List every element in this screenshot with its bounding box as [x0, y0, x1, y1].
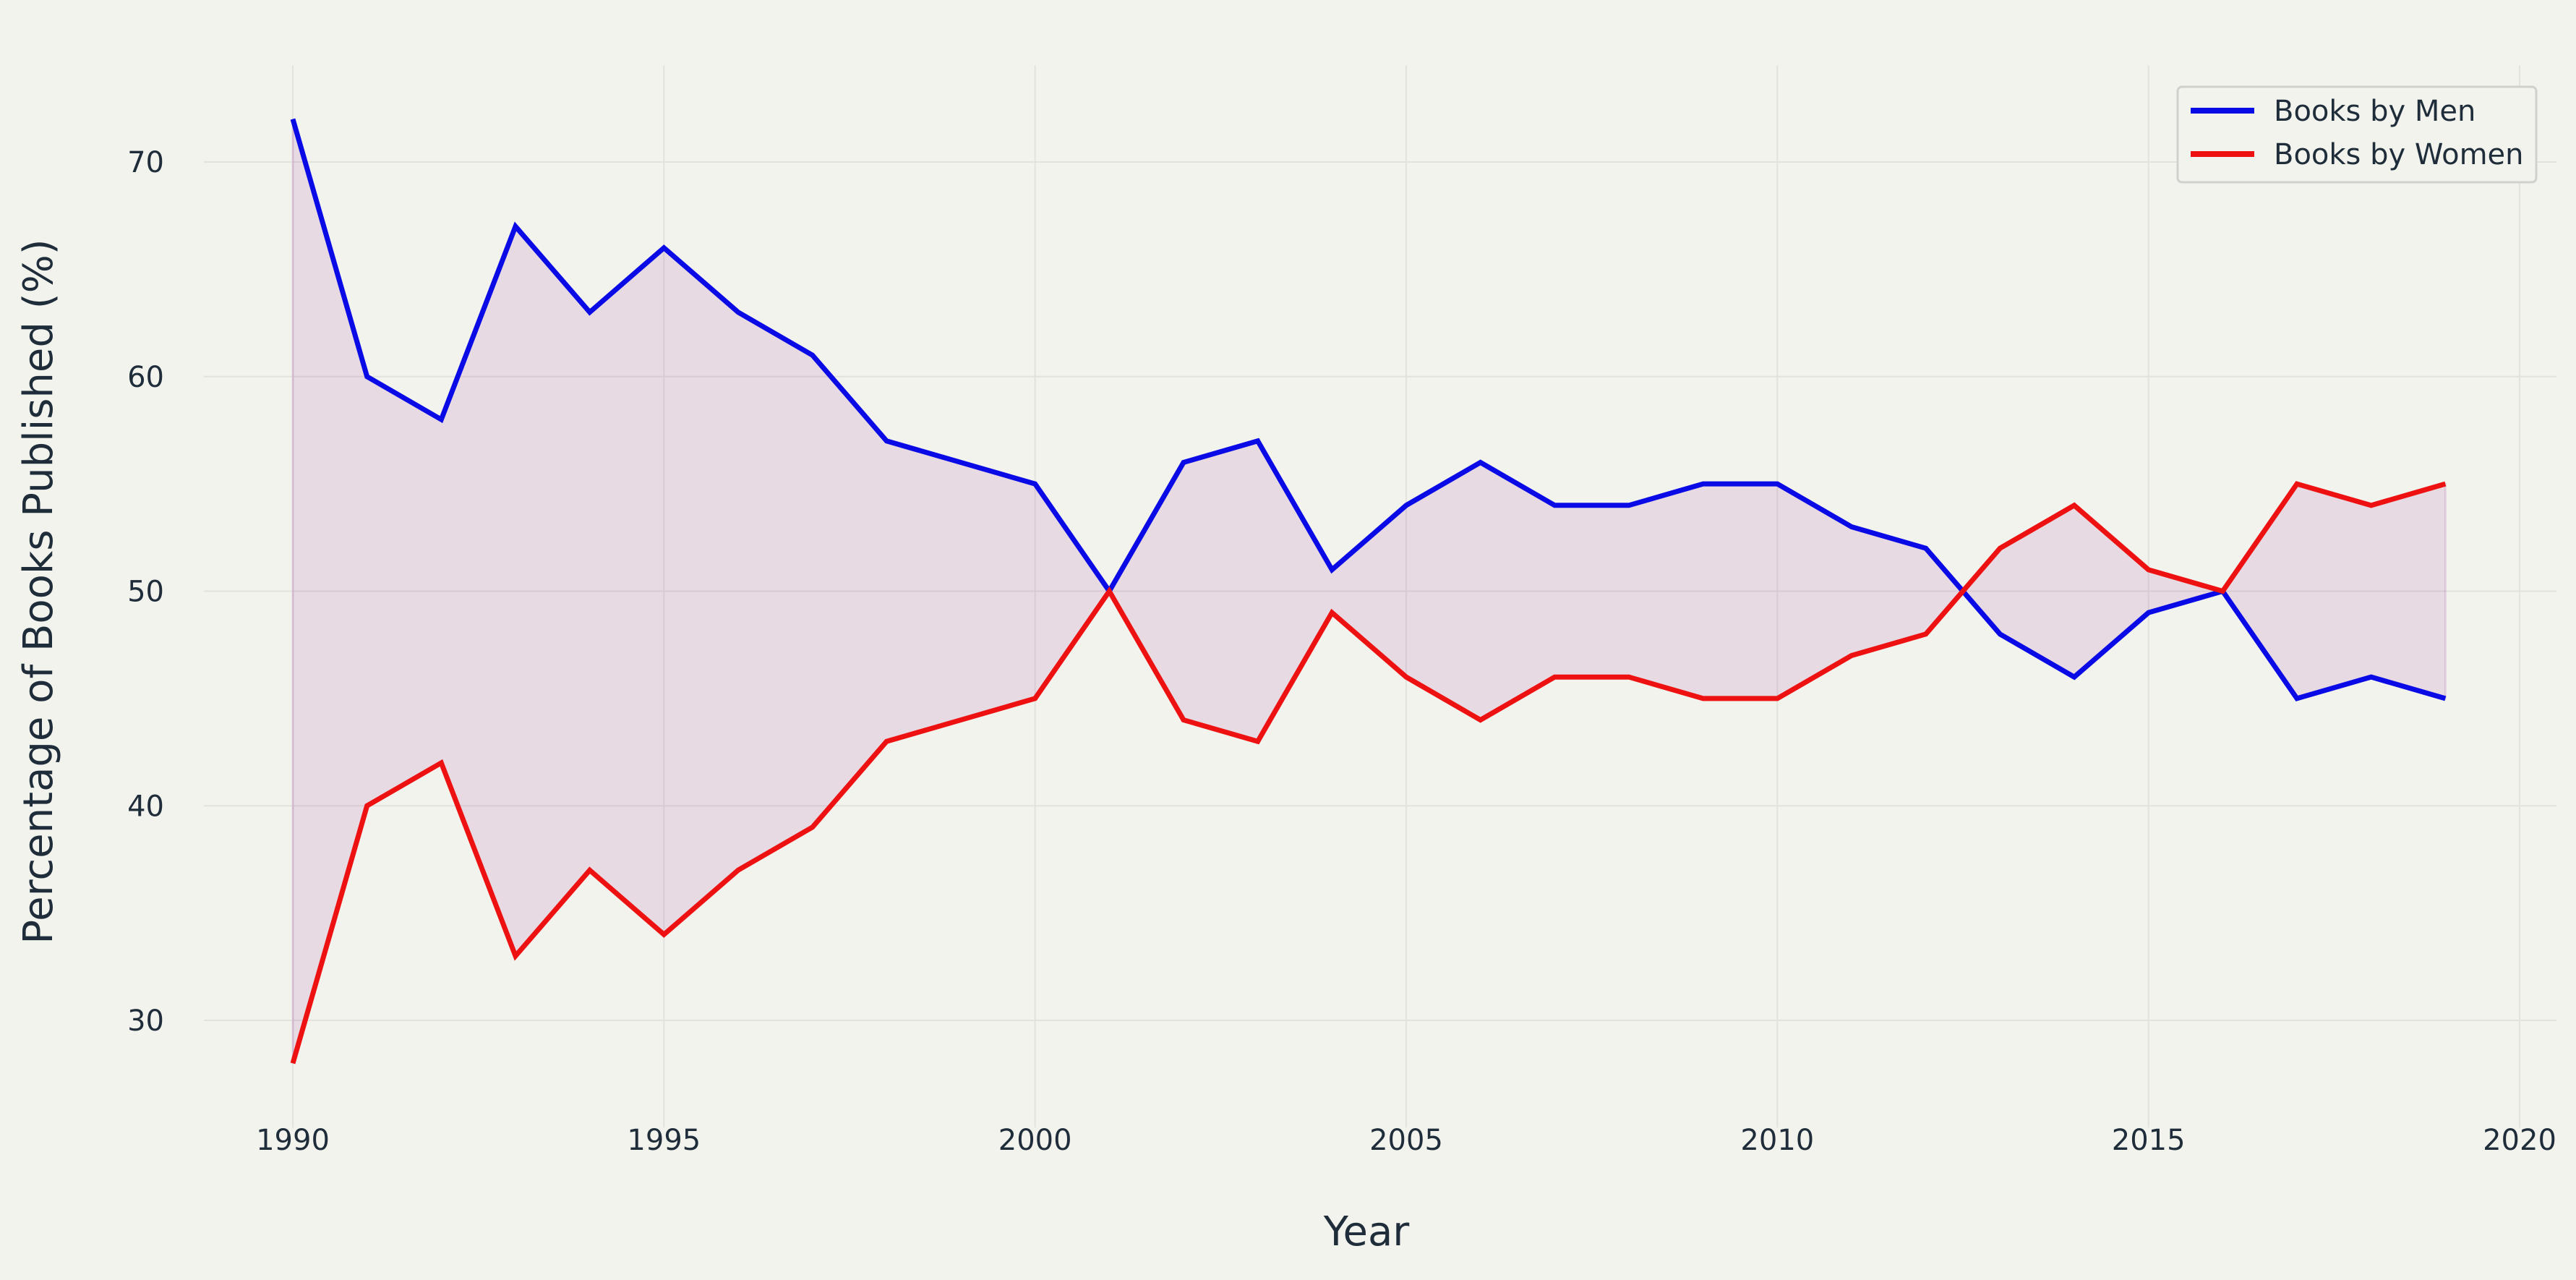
- x-tick-label: 1990: [256, 1124, 330, 1157]
- y-tick-label: 40: [127, 790, 164, 823]
- y-tick-label: 60: [127, 361, 164, 394]
- series-line-women: [290, 481, 2447, 1064]
- x-axis-ticks: 1990 1995 2000 2005 2010 2015 2020: [256, 1124, 2556, 1157]
- series-line-men: [290, 118, 2447, 701]
- y-tick-label: 70: [127, 146, 164, 179]
- legend-label-men: Books by Men: [2274, 95, 2476, 128]
- y-tick-label: 50: [127, 576, 164, 609]
- x-tick-label: 2010: [1740, 1124, 1814, 1157]
- legend: Books by Men Books by Women: [2176, 85, 2538, 184]
- legend-box: [2176, 85, 2538, 184]
- x-axis-title: Year: [1323, 1208, 1411, 1255]
- x-tick-label: 1995: [627, 1124, 701, 1157]
- x-tick-label: 2005: [1369, 1124, 1443, 1157]
- y-axis-title: Percentage of Books Published (%): [15, 239, 62, 944]
- legend-label-women: Books by Women: [2274, 138, 2524, 171]
- grid: [203, 65, 2557, 1128]
- x-tick-label: 2000: [998, 1124, 1072, 1157]
- series-layer: [290, 118, 2447, 1064]
- y-tick-label: 30: [127, 1004, 164, 1038]
- y-axis-ticks: 30 40 50 60 70: [127, 146, 164, 1038]
- x-tick-label: 2020: [2483, 1124, 2556, 1157]
- x-tick-label: 2015: [2112, 1124, 2186, 1157]
- fill-between-band: [291, 119, 2447, 1064]
